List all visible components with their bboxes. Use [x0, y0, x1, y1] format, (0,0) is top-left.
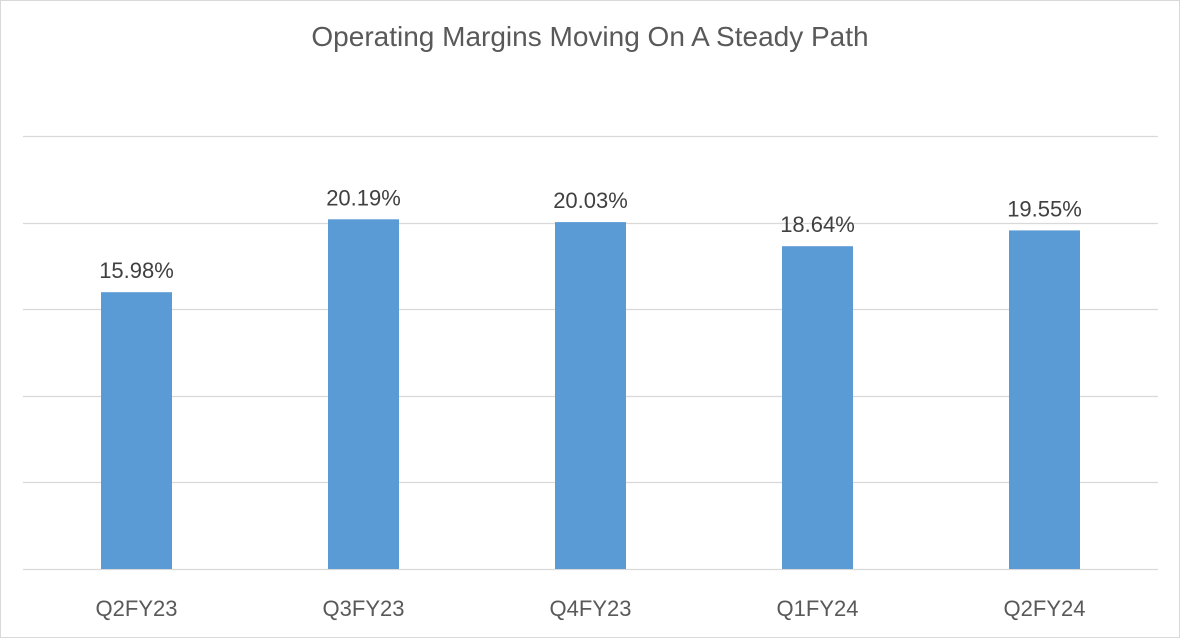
- bar-q4fy23: [555, 222, 626, 569]
- bar-q1fy24: [782, 246, 853, 569]
- chart-title: Operating Margins Moving On A Steady Pat…: [311, 21, 869, 52]
- data-label-q1fy24: 18.64%: [780, 212, 855, 237]
- bar-q2fy23: [101, 292, 172, 569]
- data-label-q4fy23: 20.03%: [553, 188, 628, 213]
- x-tick-label-q1fy24: Q1FY24: [777, 596, 859, 621]
- bar-q3fy23: [328, 219, 399, 570]
- bar-q2fy24: [1009, 230, 1080, 569]
- data-label-q3fy23: 20.19%: [326, 185, 401, 210]
- x-tick-label-q2fy23: Q2FY23: [96, 596, 178, 621]
- data-label-q2fy23: 15.98%: [99, 258, 174, 283]
- data-label-q2fy24: 19.55%: [1007, 196, 1082, 221]
- x-tick-label-q3fy23: Q3FY23: [323, 596, 405, 621]
- x-tick-label-q2fy24: Q2FY24: [1004, 596, 1086, 621]
- x-tick-label-q4fy23: Q4FY23: [550, 596, 632, 621]
